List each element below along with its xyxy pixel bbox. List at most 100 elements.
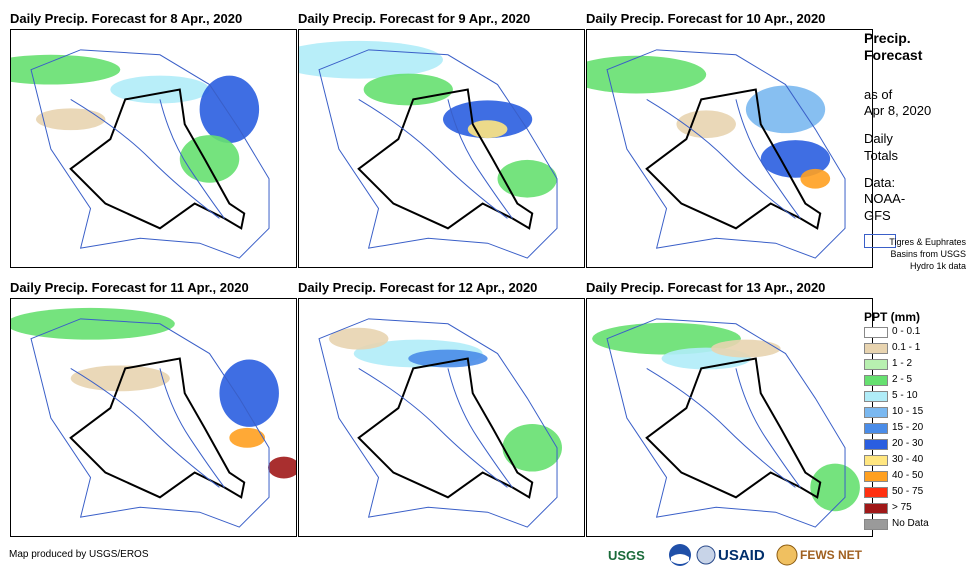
legend-label: 30 - 40 — [892, 454, 924, 465]
legend-label: 40 - 50 — [892, 470, 924, 481]
precip-area — [328, 327, 389, 350]
precip-area — [299, 40, 443, 79]
legend-swatch — [864, 471, 888, 482]
river-lines — [646, 367, 801, 488]
legend-swatch — [864, 423, 888, 434]
usaid-logo: USAID — [696, 542, 765, 568]
precip-map-graphic — [11, 307, 296, 528]
forecast-map-4 — [10, 298, 297, 537]
precip-map-graphic — [11, 49, 270, 259]
legend-label: 50 - 75 — [892, 486, 924, 497]
precip-area — [70, 365, 170, 392]
precip-area — [35, 108, 106, 131]
forecast-map-3 — [586, 29, 873, 268]
forecast-map-6 — [586, 298, 873, 537]
legend-label: 20 - 30 — [892, 438, 924, 449]
country-outline — [357, 88, 534, 230]
precip-area — [363, 73, 453, 106]
precip-area — [745, 85, 826, 134]
precip-area — [800, 168, 831, 189]
legend-title: PPT (mm) — [864, 310, 921, 324]
legend-label: 10 - 15 — [892, 406, 924, 417]
basin-outline — [606, 49, 846, 259]
precip-area — [676, 110, 736, 139]
country-outline — [645, 357, 822, 499]
precip-area — [592, 322, 741, 355]
precip-area — [229, 427, 266, 448]
precip-area — [497, 159, 558, 198]
usgs-logo-text: USGS — [608, 547, 645, 563]
precip-area — [408, 349, 488, 368]
basin-outline — [30, 49, 270, 259]
precip-area — [219, 359, 279, 427]
fewsnet-logo: FEWS NET — [776, 542, 862, 568]
legend-swatch — [864, 343, 888, 354]
legend-label: 15 - 20 — [892, 422, 924, 433]
legend-label: 0.1 - 1 — [892, 342, 921, 353]
precip-area — [179, 135, 240, 183]
river-lines — [646, 98, 801, 219]
legend-swatch — [864, 327, 888, 338]
panel-title-4: Daily Precip. Forecast for 11 Apr., 2020 — [10, 280, 249, 295]
river-lines — [358, 98, 513, 219]
precip-area — [268, 456, 296, 479]
legend-swatch — [864, 359, 888, 370]
panel-title-2: Daily Precip. Forecast for 9 Apr., 2020 — [298, 11, 531, 26]
noaa-emblem-icon — [669, 544, 691, 566]
legend-label: > 75 — [892, 502, 912, 513]
basin-outline — [30, 318, 270, 528]
legend-swatch — [864, 487, 888, 498]
legend-swatch — [864, 503, 888, 514]
precip-area — [810, 463, 860, 512]
precip-area — [11, 54, 121, 85]
usaid-logo-text: USAID — [718, 546, 765, 564]
precip-area — [711, 339, 781, 358]
usaid-seal-icon — [696, 545, 716, 565]
as-of-label: as of — [864, 87, 893, 102]
precip-area — [467, 120, 508, 139]
legend-swatch — [864, 407, 888, 418]
precip-area — [760, 140, 831, 178]
country-outline — [69, 357, 246, 499]
legend-label: 2 - 5 — [892, 374, 913, 385]
legend-swatch — [864, 455, 888, 466]
precip-map-graphic — [299, 40, 558, 259]
river-lines — [70, 98, 225, 219]
basin-legend-swatch — [864, 234, 896, 248]
precip-area — [110, 75, 210, 104]
precip-area — [587, 55, 707, 94]
data-label: Data: — [864, 175, 896, 190]
precip-area — [502, 423, 562, 472]
fewsnet-logo-text: FEWS NET — [800, 548, 862, 562]
footer-credit: Map produced by USGS/EROS — [9, 549, 149, 560]
period-label: Daily Totals — [864, 131, 898, 163]
river-lines — [70, 367, 225, 488]
basin-outline — [318, 318, 558, 528]
precip-area — [11, 307, 175, 340]
panel-title-1: Daily Precip. Forecast for 8 Apr., 2020 — [10, 11, 243, 26]
legend-label: 5 - 10 — [892, 390, 918, 401]
forecast-map-1 — [10, 29, 297, 268]
forecast-map-5 — [298, 298, 585, 537]
basin-outline — [606, 318, 846, 528]
usgs-logo: USGS — [608, 542, 645, 568]
legend-label: No Data — [892, 518, 929, 529]
fewsnet-emblem-icon — [776, 544, 798, 566]
legend-swatch — [864, 375, 888, 386]
country-outline — [357, 357, 534, 499]
legend-label: 1 - 2 — [892, 358, 913, 369]
river-lines — [358, 367, 513, 488]
as-of-date: Apr 8, 2020 — [864, 103, 932, 118]
precip-area — [199, 75, 260, 144]
precip-area — [442, 100, 533, 139]
noaa-logo — [668, 542, 692, 568]
data-source: NOAA-GFS — [864, 191, 906, 223]
legend-swatch — [864, 519, 888, 530]
sidebar-title: Precip. Forecast — [864, 30, 923, 63]
country-outline — [69, 88, 246, 230]
panel-title-5: Daily Precip. Forecast for 12 Apr., 2020 — [298, 280, 538, 295]
basin-outline — [318, 49, 558, 259]
country-outline — [645, 88, 822, 230]
panel-title-3: Daily Precip. Forecast for 10 Apr., 2020 — [586, 11, 826, 26]
panel-title-6: Daily Precip. Forecast for 13 Apr., 2020 — [586, 280, 826, 295]
